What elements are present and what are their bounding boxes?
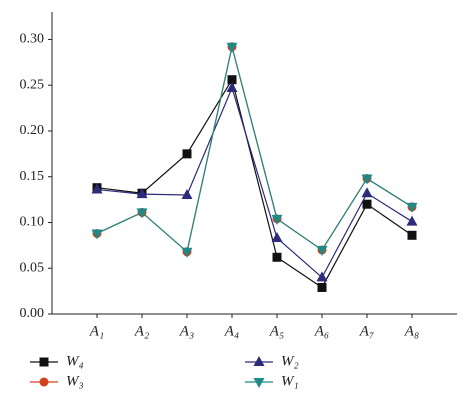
marker [181, 189, 193, 200]
marker [181, 247, 193, 258]
x-tick-label: A₇ [359, 323, 374, 339]
y-tick-label: 0.00 [20, 306, 45, 321]
marker [271, 232, 283, 243]
marker [226, 42, 238, 53]
marker [361, 174, 373, 185]
marker [39, 357, 49, 367]
legend-label: W₂ [281, 353, 299, 369]
x-tick-label: A₁ [89, 323, 104, 339]
marker [253, 356, 265, 366]
y-tick-label: 0.15 [20, 169, 45, 184]
marker [361, 187, 373, 198]
marker [317, 282, 327, 292]
marker [316, 245, 328, 256]
marker [136, 208, 148, 219]
x-tick-label: A₆ [314, 323, 329, 339]
series-line [96, 46, 413, 253]
marker [91, 229, 103, 240]
x-tick-label: A₄ [224, 323, 239, 339]
x-tick-label: A₃ [179, 323, 194, 339]
marker [362, 199, 372, 209]
legend-label: W₃ [66, 373, 84, 389]
y-tick-label: 0.30 [20, 32, 45, 47]
y-tick-label: 0.25 [20, 77, 45, 92]
series-line [96, 86, 413, 279]
marker [91, 183, 103, 194]
legend-label: W₁ [281, 373, 299, 389]
marker [272, 252, 282, 262]
marker [271, 214, 283, 225]
marker [136, 188, 148, 199]
x-tick-label: A₅ [269, 323, 284, 339]
marker [226, 81, 238, 92]
marker [406, 202, 418, 213]
legend-label: W₄ [66, 353, 84, 369]
x-tick-label: A₈ [404, 323, 419, 339]
marker [407, 230, 417, 240]
x-tick-label: A₂ [134, 323, 149, 339]
marker [182, 149, 192, 159]
marker [316, 271, 328, 282]
marker [39, 377, 49, 387]
marker [227, 75, 237, 85]
y-tick-label: 0.05 [20, 260, 45, 275]
marker [406, 215, 418, 226]
series-line [96, 78, 413, 289]
y-tick-label: 0.20 [20, 123, 45, 138]
marker [253, 378, 265, 388]
series-line [96, 46, 413, 253]
y-tick-label: 0.10 [20, 215, 45, 230]
